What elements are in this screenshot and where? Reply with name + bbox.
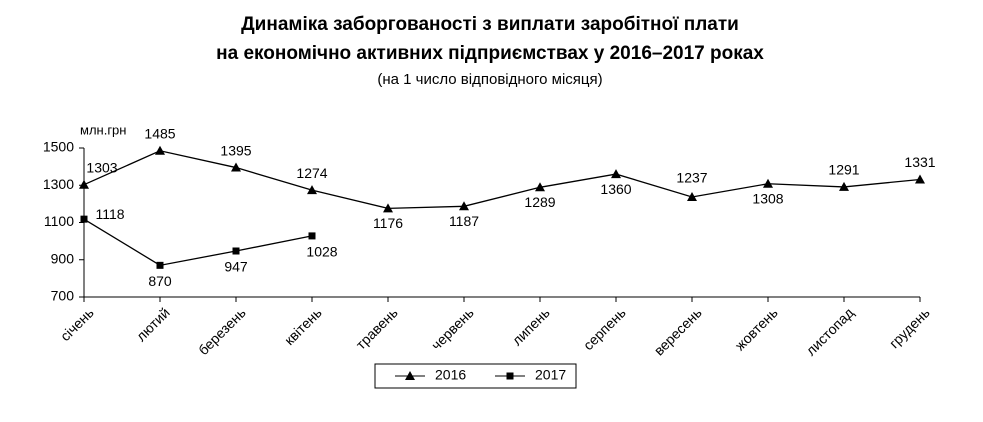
x-tick-label: квітень xyxy=(281,304,325,348)
marker xyxy=(687,191,697,201)
x-tick-label: лютий xyxy=(133,304,173,344)
marker xyxy=(763,178,773,188)
data-label: 1028 xyxy=(306,244,337,260)
x-tick-label: липень xyxy=(509,304,553,348)
data-label: 1289 xyxy=(524,194,555,210)
y-axis-label: млн.грн xyxy=(80,122,126,137)
data-label: 1360 xyxy=(600,181,631,197)
data-label: 1308 xyxy=(752,190,783,206)
marker xyxy=(232,247,240,255)
data-label: 1291 xyxy=(828,162,859,178)
chart-subtitle: (на 1 число відповідного місяця) xyxy=(377,71,602,88)
marker xyxy=(231,162,241,172)
x-tick-label: листопад xyxy=(803,304,857,358)
y-tick-label: 900 xyxy=(51,250,75,266)
x-tick-label: травень xyxy=(353,304,401,352)
data-label: 1118 xyxy=(95,206,124,222)
marker xyxy=(308,232,316,240)
x-tick-label: червень xyxy=(428,304,477,353)
marker xyxy=(405,371,415,380)
x-tick-label: серпень xyxy=(580,304,629,353)
data-label: 1237 xyxy=(676,170,707,186)
series-line xyxy=(83,218,313,267)
legend-label: 2016 xyxy=(435,367,466,383)
legend-box xyxy=(374,363,577,389)
x-tick-label: жовтень xyxy=(732,304,781,353)
data-label: 1303 xyxy=(86,159,117,175)
x-tick-label: грудень xyxy=(886,304,933,351)
marker xyxy=(80,215,88,223)
marker xyxy=(459,201,469,211)
series-line xyxy=(83,150,921,209)
marker xyxy=(307,185,317,195)
x-tick-label: березень xyxy=(195,304,249,358)
marker xyxy=(156,261,164,269)
data-label: 1187 xyxy=(449,213,479,229)
marker xyxy=(915,174,925,184)
y-tick-label: 1100 xyxy=(44,213,74,229)
chart-title: Динаміка заборгованості з виплати заробі… xyxy=(241,14,739,35)
data-label: 1485 xyxy=(144,125,175,141)
x-tick-label: січень xyxy=(57,304,97,344)
data-label: 947 xyxy=(224,259,248,275)
marker xyxy=(506,372,514,380)
y-tick-label: 700 xyxy=(51,288,75,304)
data-label: 1274 xyxy=(296,165,327,181)
marker xyxy=(535,182,545,192)
data-label: 1331 xyxy=(904,154,935,170)
marker xyxy=(839,181,849,191)
data-label: 1395 xyxy=(220,142,251,158)
y-tick-label: 1300 xyxy=(43,176,74,192)
marker xyxy=(383,203,393,213)
data-label: 1176 xyxy=(373,215,403,231)
legend-label: 2017 xyxy=(535,367,566,383)
marker xyxy=(611,169,621,179)
marker xyxy=(79,179,89,189)
marker xyxy=(155,145,165,155)
chart-title: на економічно активних підприємствах у 2… xyxy=(216,43,764,64)
data-label: 870 xyxy=(148,273,172,289)
y-tick-label: 1500 xyxy=(43,139,74,155)
x-tick-label: вересень xyxy=(651,304,705,358)
